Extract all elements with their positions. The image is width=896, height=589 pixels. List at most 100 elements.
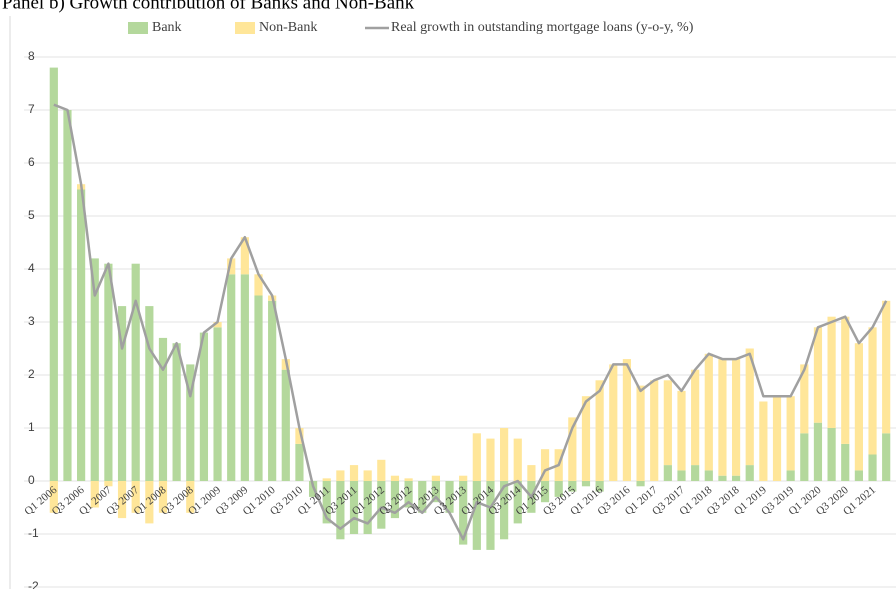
- y-tick-label: 2: [28, 367, 35, 381]
- bar: [90, 258, 99, 481]
- bar: [336, 470, 345, 481]
- y-tick-label: -1: [28, 526, 39, 540]
- bar: [540, 449, 550, 481]
- bar: [363, 470, 372, 481]
- bar: [663, 380, 672, 466]
- line-series: [53, 103, 888, 541]
- bar: [636, 481, 645, 487]
- bar: [418, 481, 427, 513]
- bar: [500, 481, 509, 540]
- bar: [431, 475, 440, 481]
- bar: [390, 481, 400, 519]
- bar: [131, 481, 140, 513]
- bar: [704, 470, 713, 481]
- bar: [104, 263, 113, 481]
- bar: [554, 481, 563, 497]
- bar: [158, 481, 168, 513]
- bar: [472, 433, 481, 481]
- bar: [336, 481, 345, 540]
- bar: [718, 359, 727, 476]
- y-tick-label: 1: [28, 420, 35, 434]
- bar: [568, 481, 577, 492]
- bar: [691, 465, 700, 481]
- bar: [581, 481, 591, 487]
- bar: [254, 274, 263, 296]
- bar: [472, 481, 481, 550]
- grid: [24, 56, 896, 588]
- bar: [186, 481, 195, 513]
- bar: [131, 263, 140, 481]
- bar: [595, 380, 604, 481]
- bar: [527, 465, 536, 481]
- bar: [841, 443, 850, 481]
- y-tick-label: 6: [28, 155, 35, 169]
- bar: [104, 481, 113, 487]
- legend-label: Bank: [152, 20, 182, 35]
- bar: [172, 343, 181, 481]
- bar: [650, 380, 659, 481]
- bar: [445, 481, 454, 513]
- bar: [854, 343, 863, 471]
- bar: [595, 481, 604, 492]
- bar: [227, 258, 236, 275]
- legend-label: Non-Bank: [259, 20, 317, 35]
- bar: [841, 316, 850, 444]
- y-tick-label: 4: [28, 261, 35, 275]
- bar: [827, 316, 836, 428]
- legend: Bank Non-Bank Real growth in outstanding m…: [128, 20, 694, 35]
- chart-title: Panel b) Growth contribution of Banks an…: [2, 0, 415, 13]
- y-tick-label: 8: [28, 49, 35, 63]
- bar: [227, 274, 236, 481]
- bar: [486, 438, 495, 481]
- bar: [213, 322, 222, 328]
- bar: [268, 300, 277, 481]
- bar: [77, 189, 86, 481]
- y-tick-label: 3: [28, 314, 35, 328]
- bar: [513, 481, 522, 524]
- bar: [240, 274, 249, 481]
- bar: [636, 385, 645, 481]
- bar: [145, 481, 154, 524]
- bar: [677, 390, 686, 471]
- bar: [117, 481, 127, 519]
- bar: [882, 300, 891, 434]
- bar: [868, 454, 877, 481]
- legend-label: Real growth in outstanding mortgage loan…: [391, 20, 694, 35]
- bar: [513, 438, 522, 481]
- bar: [377, 481, 386, 529]
- bar: [500, 428, 509, 481]
- bar: [199, 332, 209, 481]
- bar: [745, 348, 754, 466]
- bar: [322, 481, 331, 524]
- bar: [459, 481, 468, 545]
- bar: [49, 481, 58, 513]
- bar: [49, 67, 58, 481]
- bar: [813, 327, 823, 423]
- bar: [854, 470, 863, 481]
- bar: [868, 327, 877, 455]
- bar: [390, 475, 400, 481]
- bar: [349, 481, 359, 534]
- bar: [363, 481, 372, 534]
- bar: [759, 401, 768, 481]
- bar: [117, 306, 127, 481]
- bar: [882, 433, 891, 481]
- bar: [540, 481, 550, 503]
- bar: [800, 364, 809, 434]
- bar: [786, 396, 795, 471]
- bar: [677, 470, 686, 481]
- y-tick-label: 0: [28, 473, 35, 487]
- lines: [53, 103, 888, 541]
- bar: [281, 369, 290, 481]
- bar: [63, 110, 72, 481]
- bar: [622, 359, 632, 481]
- bar: [691, 369, 700, 466]
- legend-swatch: [128, 22, 148, 34]
- bar: [704, 353, 713, 471]
- bar: [431, 481, 440, 503]
- bar: [609, 364, 618, 481]
- bar: [404, 478, 413, 481]
- bar: [718, 475, 727, 481]
- bar: [827, 428, 836, 481]
